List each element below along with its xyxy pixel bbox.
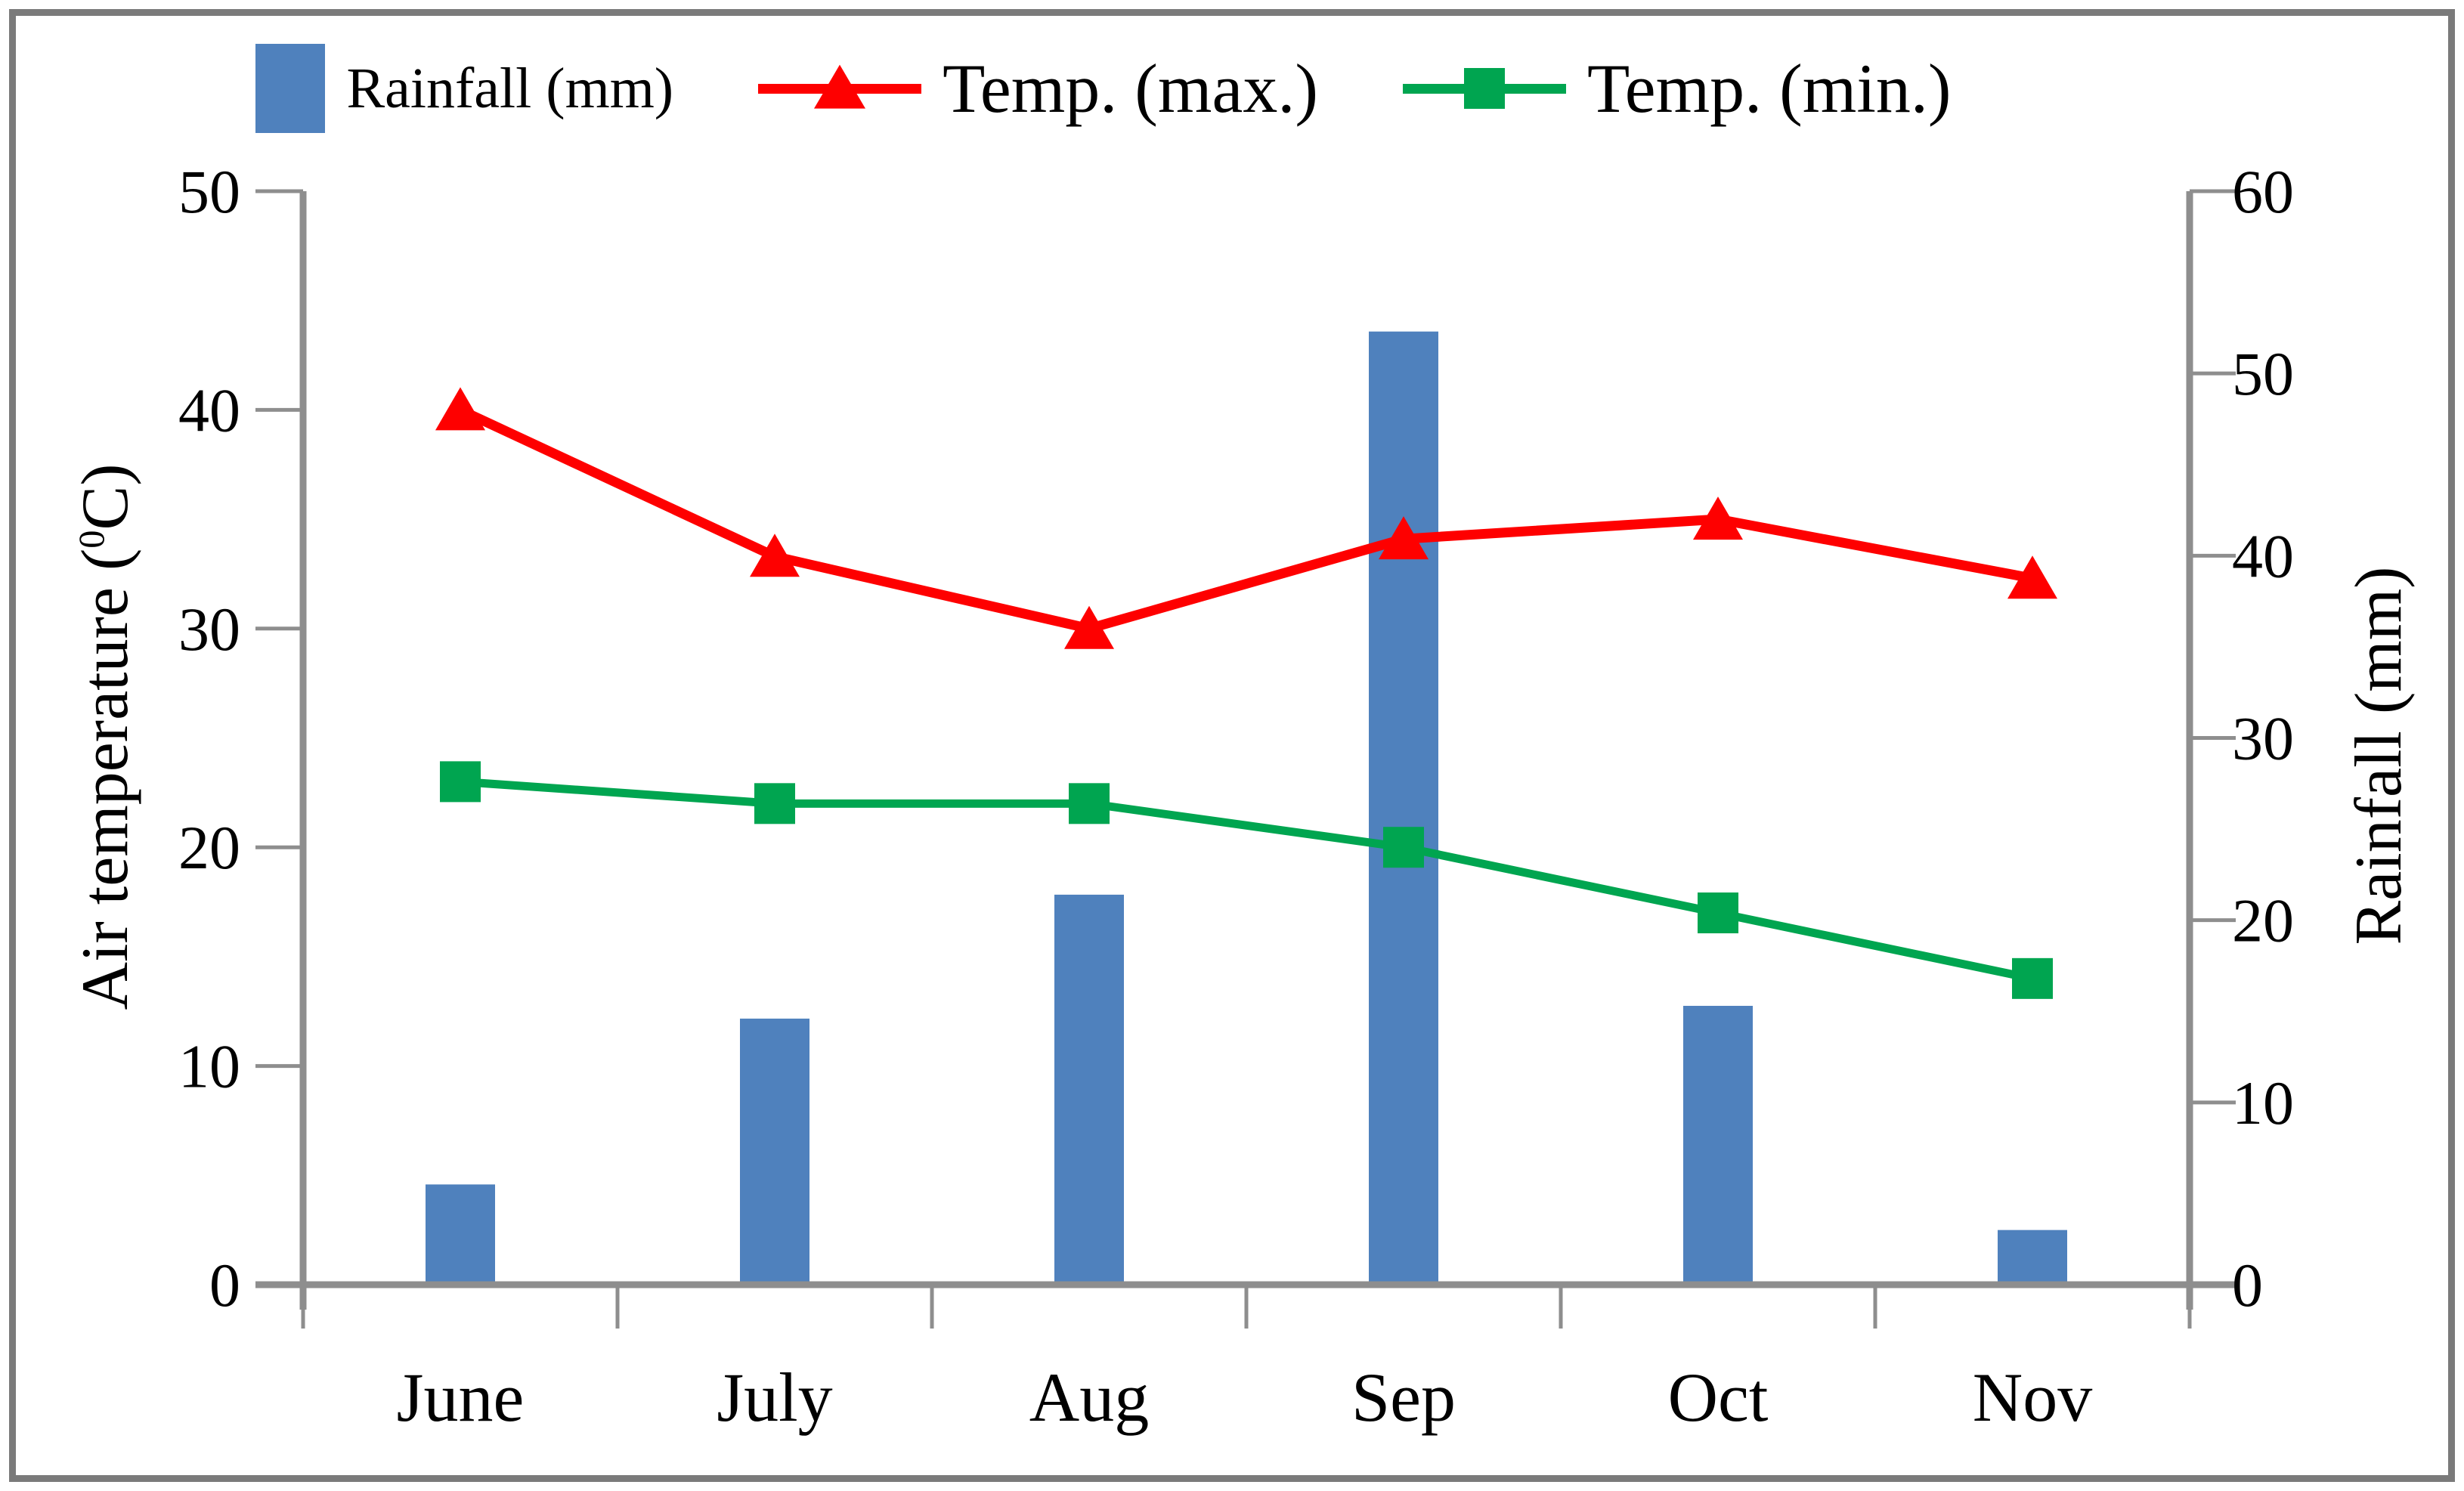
bar-june (426, 1184, 495, 1285)
left-tick-label-0: 0 (209, 1251, 240, 1319)
marker-max-july (750, 534, 800, 577)
legend-item-temp-min: Temp. (min.) (1402, 50, 1952, 127)
marker-min-nov (2012, 957, 2053, 999)
bar-july (740, 1018, 809, 1285)
x-label-july: July (717, 1359, 832, 1436)
marker-max-aug (1064, 605, 1114, 649)
marker-max-oct (1693, 496, 1743, 540)
right-tick-label-0: 0 (2232, 1251, 2263, 1319)
legend-line-max-icon (758, 64, 922, 109)
marker-max-june (435, 387, 485, 431)
left-tick-label-40: 40 (178, 376, 240, 444)
line-temp-max- (458, 405, 2034, 634)
marker-max-sep (1379, 516, 1429, 560)
x-label-oct: Oct (1668, 1359, 1769, 1436)
bar-sep (1369, 331, 1438, 1285)
left-tick-label-50: 50 (178, 157, 240, 226)
right-tick-label-20: 20 (2232, 886, 2294, 955)
right-tick-label-30: 30 (2232, 704, 2294, 773)
right-tick-label-10: 10 (2232, 1069, 2294, 1137)
bar-oct (1683, 1006, 1753, 1285)
legend-line-min-icon (1402, 68, 1566, 109)
marker-min-aug (1069, 783, 1110, 824)
x-label-sep: Sep (1351, 1359, 1456, 1436)
square-marker-icon (1463, 68, 1505, 109)
marker-min-june (440, 761, 481, 803)
legend: Rainfall (mm) Temp. (max.) Temp. (min.) (0, 44, 2336, 133)
marker-max-nov (2007, 555, 2057, 599)
marker-min-sep (1383, 827, 1424, 868)
x-label-nov: Nov (1973, 1359, 2092, 1436)
x-label-june: June (397, 1359, 525, 1436)
legend-item-temp-max: Temp. (max.) (758, 54, 1318, 123)
line-temp-min- (460, 777, 2034, 983)
left-tick-label-20: 20 (178, 813, 240, 882)
legend-item-rainfall: Rainfall (mm) (255, 44, 673, 133)
marker-min-oct (1698, 892, 1738, 934)
legend-bar-swatch-icon (255, 44, 326, 133)
right-tick-label-50: 50 (2232, 339, 2294, 408)
bar-nov (1998, 1230, 2067, 1285)
marker-min-july (754, 783, 795, 824)
left-tick-label-30: 30 (178, 595, 240, 664)
legend-label-rainfall: Rainfall (mm) (346, 57, 674, 120)
legend-label-temp-min: Temp. (min.) (1586, 50, 1952, 127)
y-axis-title-rainfall: Rainfall (mm) (2342, 566, 2416, 945)
right-tick-label-60: 60 (2232, 157, 2294, 226)
triangle-marker-icon (814, 64, 866, 109)
bar-aug (1054, 894, 1124, 1285)
left-tick-label-10: 10 (178, 1032, 240, 1101)
right-tick-label-40: 40 (2232, 521, 2294, 590)
x-label-aug: Aug (1029, 1359, 1149, 1436)
legend-label-temp-max: Temp. (max.) (943, 50, 1318, 127)
y-axis-title-temperature: Air temperature (0C) (69, 463, 142, 1010)
